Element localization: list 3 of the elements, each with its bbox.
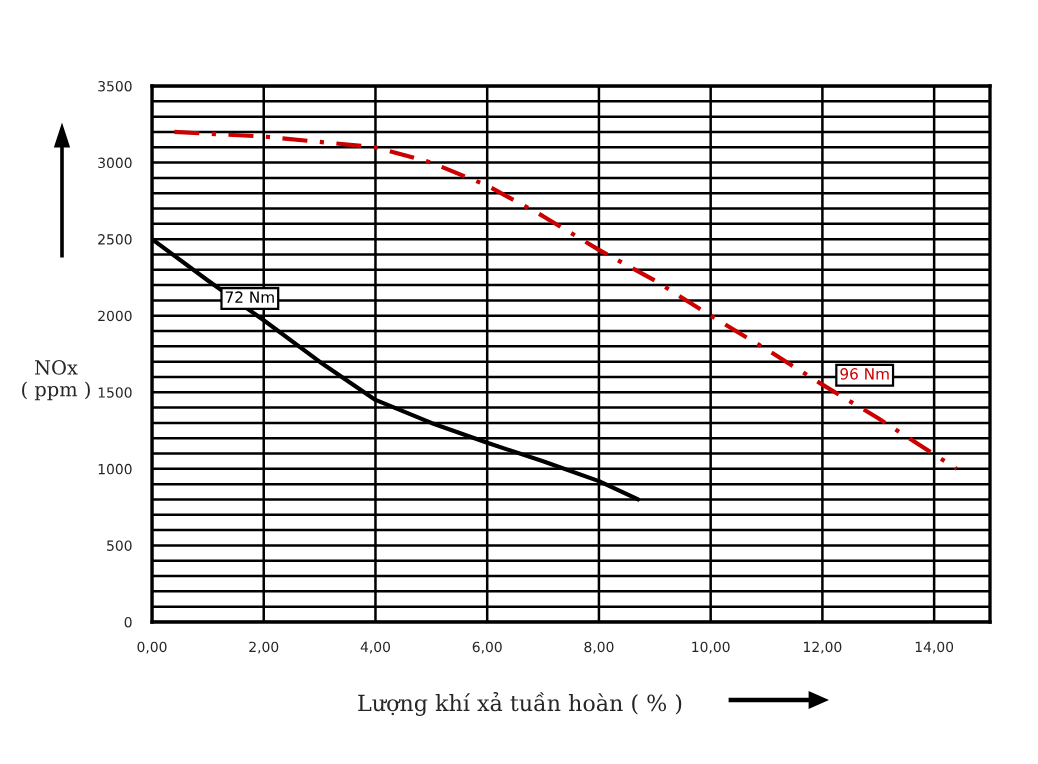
y-axis-title: NOx ( ppm )	[22, 360, 90, 401]
line-series	[172, 129, 959, 471]
x-axis-title: Lượng khí xả tuần hoàn ( % )	[358, 692, 682, 716]
